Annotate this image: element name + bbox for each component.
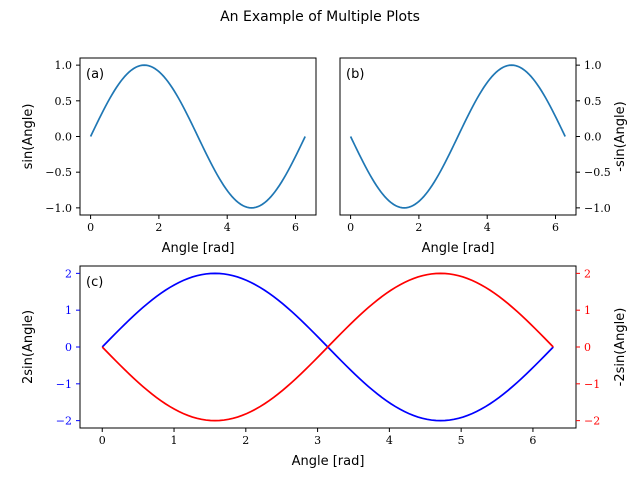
- panel-c-y-tick-label: 0: [65, 341, 72, 354]
- panel-a-marks: [89, 64, 306, 209]
- panel-a-x-tick-label: 6: [292, 221, 299, 234]
- panel-c-x-tick-label: 0: [99, 434, 106, 447]
- panel-b-x-axis-label: Angle [rad]: [422, 241, 495, 256]
- panel-b-marks: [349, 64, 566, 209]
- panel-a: 0 2 4 6 −1.0 −0.5 0.0 0.5 1.0 (a) Angle [rad] si…: [21, 57, 317, 256]
- panel-a-y-tick-label: 0.5: [55, 95, 73, 108]
- panel-b-ticks: 0 2 4 6 −1.0 −0.5 0.0 0.5 1.0: [347, 59, 611, 234]
- panel-b-y-tick-label-right: 0.5: [584, 95, 602, 108]
- panel-b-y-axis-label: -sin(Angle): [613, 101, 628, 171]
- panel-c-y-tick-label-right: 0: [584, 341, 591, 354]
- panel-b-x-tick-label: 2: [415, 221, 422, 234]
- panel-a-x-tick-label: 4: [224, 221, 231, 234]
- panel-c-y-tick-label: −1: [56, 378, 72, 391]
- panel-b-y-tick-label-right: −0.5: [584, 166, 611, 179]
- panel-b-y-tick-label-right: 0.0: [584, 131, 602, 144]
- panel-c-ticks: 0 1 2 3 4 5 6 −2 −2 −1 −1 0 0 1 1 2 2: [56, 267, 600, 447]
- panel-b-x-tick-label: 4: [484, 221, 491, 234]
- panel-a-series-0-line: [89, 64, 306, 209]
- panel-c-y-axis-label-right: -2sin(Angle): [613, 308, 628, 387]
- panel-c-x-tick-label: 4: [386, 434, 393, 447]
- panel-c-y-axis-label-left: 2sin(Angle): [21, 310, 36, 384]
- panel-b-label: (b): [346, 67, 364, 82]
- panel-c-x-axis-label: Angle [rad]: [292, 454, 365, 469]
- panel-c-x-tick-label: 2: [242, 434, 249, 447]
- panel-c-label: (c): [86, 275, 103, 290]
- panel-c: 0 1 2 3 4 5 6 −2 −2 −1 −1 0 0 1 1 2 2 (c) Angle [rad] 2s…: [21, 265, 628, 469]
- panel-a-y-tick-label: 1.0: [55, 59, 73, 72]
- panel-b-x-tick-label: 6: [552, 221, 559, 234]
- panel-c-y-tick-label-right: 2: [584, 267, 591, 280]
- panel-a-y-axis-label: sin(Angle): [21, 104, 36, 170]
- panel-c-series-1-line: [101, 272, 554, 422]
- panel-a-y-tick-label: 0.0: [55, 131, 73, 144]
- panel-a-x-tick-label: 2: [155, 221, 162, 234]
- panel-c-x-tick-label: 5: [458, 434, 465, 447]
- panel-c-marks: [101, 272, 554, 422]
- panel-a-x-tick-label: 0: [87, 221, 94, 234]
- panel-c-x-tick-label: 1: [171, 434, 178, 447]
- panel-c-y-tick-label: 2: [65, 267, 72, 280]
- panel-c-y-tick-label: −2: [56, 415, 72, 428]
- figure-title: An Example of Multiple Plots: [220, 9, 420, 25]
- panel-c-y-tick-label: 1: [65, 304, 72, 317]
- panel-b-y-tick-label-right: 1.0: [584, 59, 602, 72]
- panel-a-ticks: 0 2 4 6 −1.0 −0.5 0.0 0.5 1.0: [45, 59, 299, 234]
- panel-b-y-tick-label-right: −1.0: [584, 202, 611, 215]
- panel-c-y-tick-label-right: −2: [584, 415, 600, 428]
- panel-b: 0 2 4 6 −1.0 −0.5 0.0 0.5 1.0 (b) Angle [rad] -s…: [339, 57, 628, 256]
- panel-a-label: (a): [86, 67, 104, 82]
- panel-a-y-tick-label: −0.5: [45, 166, 72, 179]
- panel-c-x-tick-label: 6: [529, 434, 536, 447]
- panel-a-y-tick-label: −1.0: [45, 202, 72, 215]
- panel-c-y-tick-label-right: −1: [584, 378, 600, 391]
- panel-b-x-tick-label: 0: [347, 221, 354, 234]
- panel-c-y-tick-label-right: 1: [584, 304, 591, 317]
- panel-a-x-axis-label: Angle [rad]: [162, 241, 235, 256]
- panel-b-series-0-line: [349, 64, 566, 209]
- panel-c-x-tick-label: 3: [314, 434, 321, 447]
